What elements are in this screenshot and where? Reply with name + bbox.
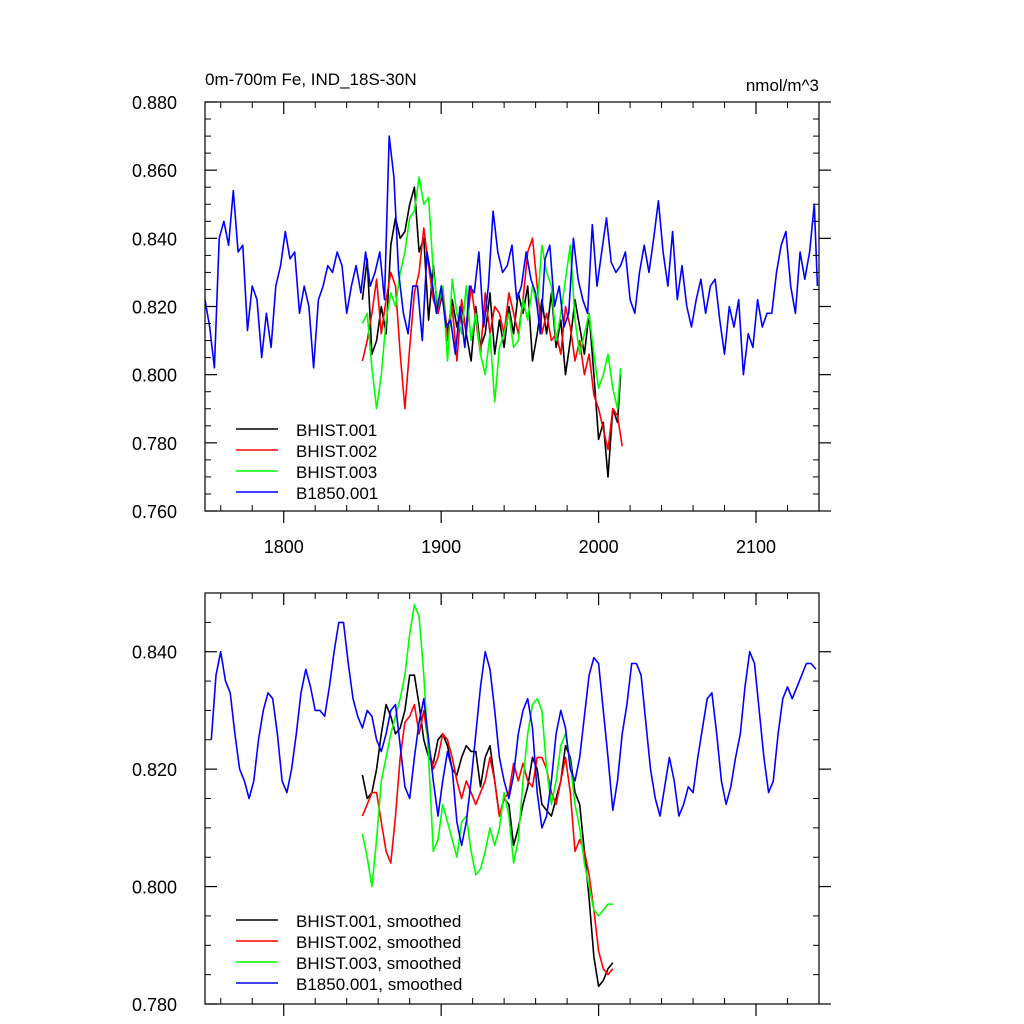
- y-tick-label: 0.780: [132, 995, 177, 1015]
- series-group: [210, 603, 817, 988]
- x-tick-label-1900: 1900: [421, 537, 461, 557]
- y-tick-label: 0.840: [132, 643, 177, 663]
- legend-label: B1850.001: [296, 484, 378, 503]
- y-tick-label: 0.880: [132, 93, 177, 113]
- bottom-panel: 0.780 0.800 0.820 0.840 BHIST.001, smoothed B…: [132, 592, 831, 1016]
- legend-label: BHIST.002, smoothed: [296, 933, 461, 952]
- series-line-b1850-001-smoothed: [210, 621, 817, 847]
- y-tick-label: 0.800: [132, 366, 177, 386]
- y-tick-label: 0.800: [132, 878, 177, 898]
- y-tick-label: 0.820: [132, 760, 177, 780]
- x-tick-label-1800: 1800: [264, 537, 304, 557]
- x-tick-label-2100: 2100: [736, 537, 776, 557]
- series-line-bhist-003: [361, 176, 622, 410]
- legend-label: BHIST.001, smoothed: [296, 912, 461, 931]
- series-group: [205, 135, 819, 478]
- y-tick-label: 0.760: [132, 502, 177, 522]
- y-tick-label: 0.840: [132, 229, 177, 249]
- legend-label: B1850.001, smoothed: [296, 975, 462, 994]
- series-line-b1850-001: [205, 135, 819, 376]
- chart-units: nmol/m^3: [746, 76, 819, 95]
- legend-label: BHIST.003, smoothed: [296, 954, 461, 973]
- top-panel: 1800 1900 2000 2100 0.760 0.780 0.800 0.820 0.84…: [132, 70, 831, 557]
- y-tick-label: 0.780: [132, 434, 177, 454]
- x-tick-label-2000: 2000: [579, 537, 619, 557]
- y-tick-label: 0.820: [132, 298, 177, 318]
- y-tick-label: 0.860: [132, 161, 177, 181]
- series-line-bhist-002-smoothed: [361, 703, 614, 976]
- legend-label: BHIST.002: [296, 442, 377, 461]
- legend-label: BHIST.001: [296, 421, 377, 440]
- legend-label: BHIST.003: [296, 463, 377, 482]
- chart-title: 0m-700m Fe, IND_18S-30N: [205, 70, 417, 89]
